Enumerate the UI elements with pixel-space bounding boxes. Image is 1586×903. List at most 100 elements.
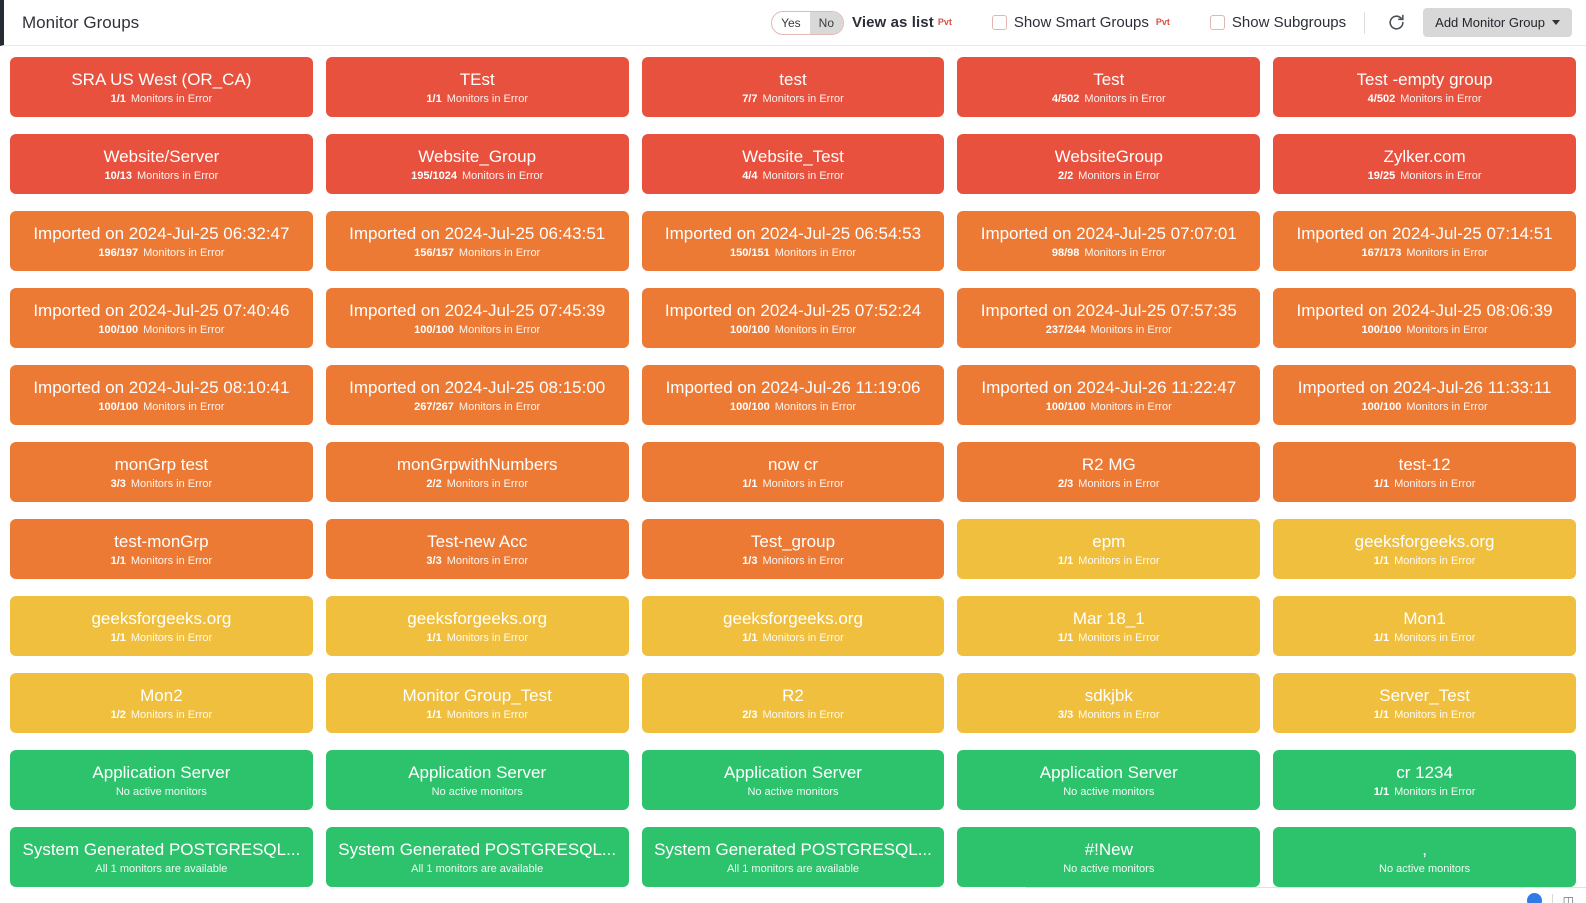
monitor-group-tile[interactable]: Imported on 2024-Jul-25 06:32:47 196/197…: [10, 211, 313, 271]
monitor-group-tile[interactable]: Application Server No active monitors: [10, 750, 313, 810]
monitor-group-status: 1/1 Monitors in Error: [426, 93, 528, 105]
monitor-group-tile[interactable]: TEst 1/1 Monitors in Error: [325, 57, 629, 117]
monitor-group-tile[interactable]: Imported on 2024-Jul-25 08:06:39 100/100…: [1273, 288, 1576, 348]
monitor-group-tile[interactable]: Imported on 2024-Jul-26 11:33:11 100/100…: [1273, 365, 1576, 425]
view-as-list-toggle[interactable]: Yes No: [771, 10, 844, 35]
monitor-group-tile[interactable]: Application Server No active monitors: [325, 750, 629, 810]
monitor-group-tile[interactable]: Test 4/502 Monitors in Error: [957, 57, 1261, 117]
monitor-group-tile[interactable]: Test-new Acc 3/3 Monitors in Error: [325, 519, 629, 579]
monitor-group-status: 1/1 Monitors in Error: [1374, 555, 1476, 567]
monitor-group-tile[interactable]: Monitor Group_Test 1/1 Monitors in Error: [325, 673, 629, 733]
monitor-group-status: 1/1 Monitors in Error: [1374, 478, 1476, 490]
monitor-group-tile[interactable]: Application Server No active monitors: [641, 750, 945, 810]
monitor-group-status: 2/3 Monitors in Error: [742, 709, 844, 721]
toggle-no[interactable]: No: [809, 11, 843, 34]
monitor-group-tile[interactable]: sdkjbk 3/3 Monitors in Error: [957, 673, 1261, 733]
monitor-group-tile[interactable]: Imported on 2024-Jul-25 08:10:41 100/100…: [10, 365, 313, 425]
monitor-group-status: 100/100 Monitors in Error: [414, 324, 540, 336]
toggle-yes[interactable]: Yes: [781, 15, 801, 30]
monitor-group-status: 2/3 Monitors in Error: [1058, 478, 1160, 490]
monitor-group-tile[interactable]: Test_group 1/3 Monitors in Error: [641, 519, 945, 579]
monitor-error-count: 4/502: [1051, 93, 1080, 105]
monitor-group-tile[interactable]: R2 2/3 Monitors in Error: [641, 673, 945, 733]
widget-icon[interactable]: ◫: [1562, 893, 1574, 903]
monitor-group-tile[interactable]: Mon2 1/2 Monitors in Error: [10, 673, 313, 733]
monitor-group-tile[interactable]: Server_Test 1/1 Monitors in Error: [1273, 673, 1576, 733]
monitor-group-tile[interactable]: System Generated POSTGRESQL... All 1 mon…: [325, 827, 629, 887]
monitor-group-tile[interactable]: Imported on 2024-Jul-25 07:45:39 100/100…: [325, 288, 629, 348]
monitor-error-count: 150/151: [729, 247, 770, 259]
monitor-group-tile[interactable]: WebsiteGroup 2/2 Monitors in Error: [957, 134, 1261, 194]
monitor-group-tile[interactable]: epm 1/1 Monitors in Error: [957, 519, 1261, 579]
monitor-group-tile[interactable]: Test -empty group 4/502 Monitors in Error: [1273, 57, 1576, 117]
monitor-status-label: Monitors in Error: [446, 632, 528, 644]
monitor-group-tile[interactable]: monGrp test 3/3 Monitors in Error: [10, 442, 313, 502]
monitor-group-tile[interactable]: Imported on 2024-Jul-25 06:43:51 156/157…: [325, 211, 629, 271]
monitor-group-tile[interactable]: now cr 1/1 Monitors in Error: [641, 442, 945, 502]
monitor-status-label: Monitors in Error: [762, 93, 844, 105]
show-subgroups-option[interactable]: Show Subgroups: [1209, 14, 1346, 31]
monitor-group-name: test-12: [1398, 455, 1451, 474]
monitor-group-tile[interactable]: test-monGrp 1/1 Monitors in Error: [10, 519, 313, 579]
monitor-error-count: 100/100: [1045, 401, 1086, 413]
monitor-group-name: ,: [1422, 840, 1427, 859]
monitor-error-count: 100/100: [729, 401, 770, 413]
monitor-group-tile[interactable]: Imported on 2024-Jul-25 08:15:00 267/267…: [325, 365, 629, 425]
monitor-group-tile[interactable]: #!New No active monitors: [957, 827, 1261, 887]
monitor-group-tile[interactable]: monGrpwithNumbers 2/2 Monitors in Error: [325, 442, 629, 502]
monitor-group-name: Test -empty group: [1356, 70, 1493, 89]
monitor-group-tile[interactable]: Imported on 2024-Jul-25 06:54:53 150/151…: [641, 211, 945, 271]
monitor-status-label: Monitors in Error: [1394, 786, 1476, 798]
monitor-group-name: Test-new Acc: [427, 532, 528, 551]
monitor-group-tile[interactable]: Imported on 2024-Jul-26 11:19:06 100/100…: [641, 365, 945, 425]
monitor-group-tile[interactable]: SRA US West (OR_CA) 1/1 Monitors in Error: [10, 57, 313, 117]
monitor-group-tile[interactable]: test-12 1/1 Monitors in Error: [1273, 442, 1576, 502]
monitor-group-tile[interactable]: Imported on 2024-Jul-25 07:57:35 237/244…: [957, 288, 1261, 348]
monitor-group-tile[interactable]: Imported on 2024-Jul-25 07:40:46 100/100…: [10, 288, 313, 348]
monitor-group-tile[interactable]: Imported on 2024-Jul-25 07:07:01 98/98 Mo…: [957, 211, 1261, 271]
monitor-group-name: System Generated POSTGRESQL...: [338, 840, 617, 859]
monitor-group-tile[interactable]: Zylker.com 19/25 Monitors in Error: [1273, 134, 1576, 194]
monitor-status-label: No active monitors: [431, 786, 523, 798]
monitor-group-name: Imported on 2024-Jul-25 06:32:47: [33, 224, 290, 243]
monitor-group-tile[interactable]: test 7/7 Monitors in Error: [641, 57, 945, 117]
monitor-group-name: cr 1234: [1396, 763, 1453, 782]
monitor-group-tile[interactable]: Website_Group 195/1024 Monitors in Error: [325, 134, 629, 194]
monitor-group-tile[interactable]: Imported on 2024-Jul-25 07:52:24 100/100…: [641, 288, 945, 348]
monitor-group-tile[interactable]: Application Server No active monitors: [957, 750, 1261, 810]
monitor-group-tile[interactable]: Imported on 2024-Jul-26 11:22:47 100/100…: [957, 365, 1261, 425]
monitor-group-tile[interactable]: cr 1234 1/1 Monitors in Error: [1273, 750, 1576, 810]
show-subgroups-checkbox[interactable]: [1209, 15, 1225, 30]
monitor-group-tile[interactable]: Website/Server 10/13 Monitors in Error: [10, 134, 313, 194]
monitor-group-tile[interactable]: , No active monitors: [1273, 827, 1576, 887]
add-monitor-group-button[interactable]: Add Monitor Group: [1423, 8, 1572, 37]
monitor-status-label: Monitors in Error: [1406, 401, 1488, 413]
monitor-group-name: Application Server: [724, 763, 862, 782]
monitor-status-label: Monitors in Error: [446, 709, 528, 721]
show-smart-groups-checkbox[interactable]: [991, 15, 1007, 30]
monitor-error-count: 10/13: [104, 170, 133, 182]
monitor-group-tile[interactable]: System Generated POSTGRESQL... All 1 mon…: [641, 827, 945, 887]
monitor-group-tile[interactable]: R2 MG 2/3 Monitors in Error: [957, 442, 1261, 502]
monitor-group-tile[interactable]: Mar 18_1 1/1 Monitors in Error: [957, 596, 1261, 656]
monitor-group-tile[interactable]: Mon1 1/1 Monitors in Error: [1273, 596, 1576, 656]
monitor-group-tile[interactable]: geeksforgeeks.org 1/1 Monitors in Error: [10, 596, 313, 656]
divider: [1364, 11, 1366, 34]
monitor-group-tile[interactable]: geeksforgeeks.org 1/1 Monitors in Error: [641, 596, 945, 656]
monitor-group-tile[interactable]: System Generated POSTGRESQL... All 1 mon…: [10, 827, 313, 887]
show-smart-groups-option[interactable]: Show Smart Groups Pvt: [991, 14, 1170, 31]
monitor-group-tile[interactable]: Website_Test 4/4 Monitors in Error: [641, 134, 945, 194]
monitor-group-name: now cr: [767, 455, 819, 474]
monitor-group-tile[interactable]: geeksforgeeks.org 1/1 Monitors in Error: [1273, 519, 1576, 579]
monitor-status-label: Monitors in Error: [762, 478, 844, 490]
monitor-group-name: Application Server: [1039, 763, 1178, 782]
monitor-status-label: No active monitors: [1063, 786, 1155, 798]
monitor-error-count: 1/1: [1373, 478, 1390, 490]
monitor-group-tile[interactable]: Imported on 2024-Jul-25 07:14:51 167/173…: [1273, 211, 1576, 271]
monitor-group-tile[interactable]: geeksforgeeks.org 1/1 Monitors in Error: [325, 596, 629, 656]
refresh-icon[interactable]: [1383, 10, 1409, 36]
monitor-group-status: 196/197 Monitors in Error: [98, 247, 224, 259]
monitor-group-name: Test: [1093, 70, 1125, 89]
monitor-group-name: R2 MG: [1081, 455, 1136, 474]
feedback-icon[interactable]: [1526, 893, 1542, 903]
